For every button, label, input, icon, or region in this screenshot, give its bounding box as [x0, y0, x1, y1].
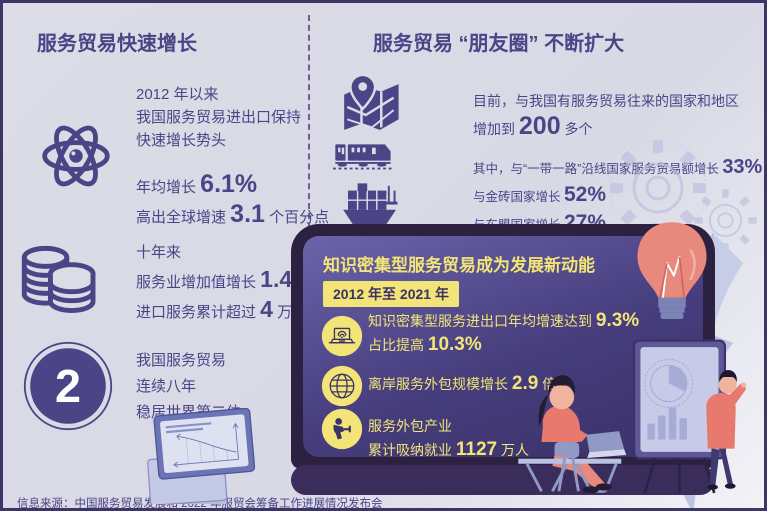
svg-text:2: 2 [55, 360, 81, 412]
